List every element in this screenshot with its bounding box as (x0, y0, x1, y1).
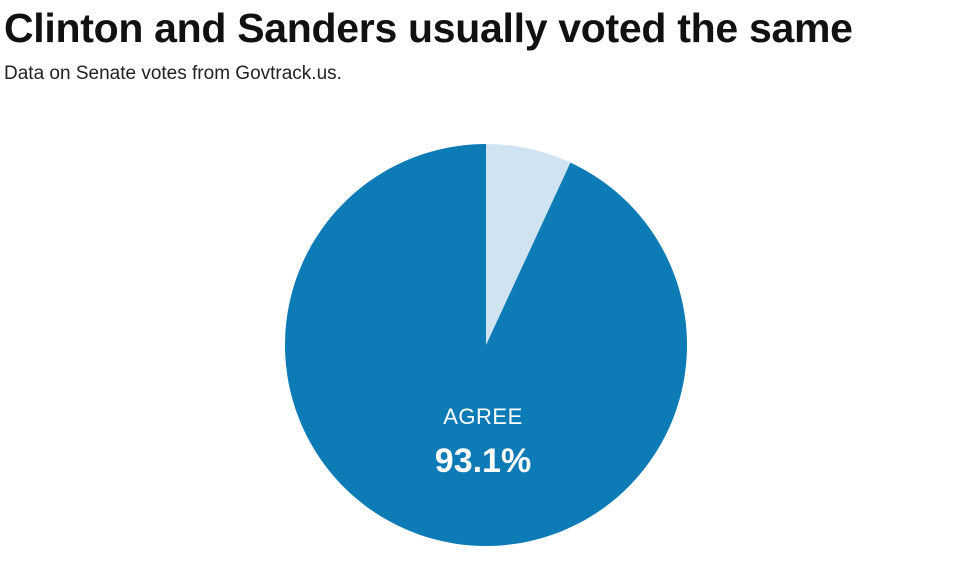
chart-subtitle: Data on Senate votes from Govtrack.us. (4, 63, 342, 84)
chart-title: Clinton and Sanders usually voted the sa… (4, 5, 853, 51)
pie-labels: AGREE 93.1% (435, 404, 531, 480)
pie-slices (285, 143, 687, 546)
slice-label-agree: AGREE (443, 404, 523, 429)
slice-value-agree: 93.1% (435, 442, 531, 480)
pie-slice-disagree (486, 144, 571, 345)
pie-slice-agree (285, 143, 687, 546)
